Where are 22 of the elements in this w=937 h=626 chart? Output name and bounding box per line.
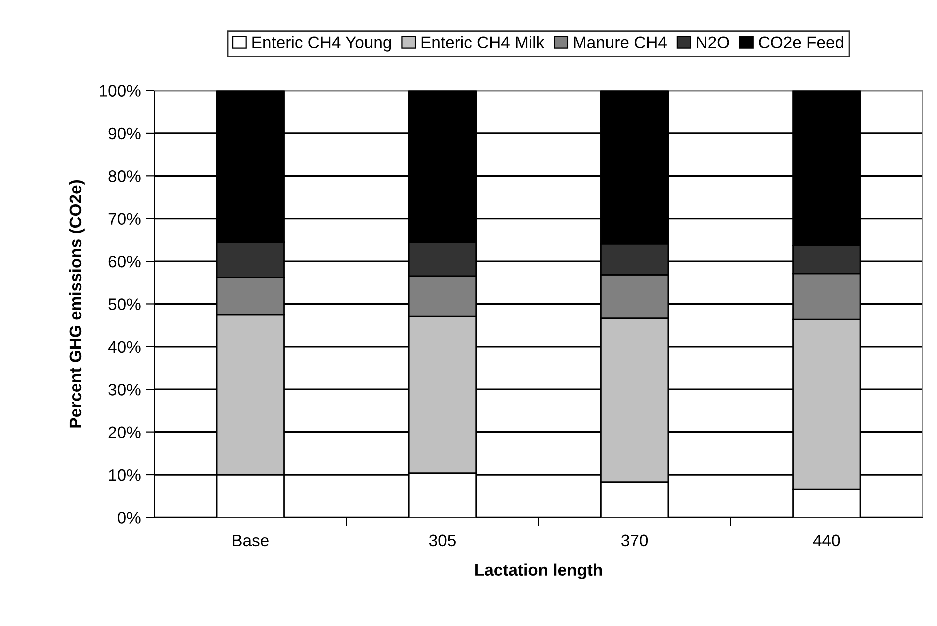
- x-tick-label: Base: [233, 534, 269, 547]
- x-axis-title: Lactation length: [476, 564, 602, 580]
- y-tick-label: 70%: [108, 213, 141, 226]
- y-axis-title: Percent GHG emissions (CO2e): [69, 180, 85, 428]
- x-tick-label: 305: [429, 534, 456, 547]
- y-tick-label: 10%: [109, 469, 141, 482]
- y-tick-label: 0%: [118, 512, 141, 524]
- y-tick-label: 40%: [108, 341, 141, 354]
- y-tick-label: 20%: [108, 426, 141, 439]
- y-tick-label: 30%: [108, 384, 141, 396]
- legend-label: Manure CH4: [574, 36, 667, 49]
- legend-label: N2O: [697, 36, 730, 49]
- y-tick-label: 100%: [100, 85, 141, 97]
- legend-label: CO2e Feed: [759, 36, 844, 49]
- legend-label: Enteric CH4 Young: [252, 36, 392, 52]
- y-tick-label: 60%: [108, 256, 141, 268]
- y-tick-label: 50%: [108, 298, 141, 310]
- legend-label: Enteric CH4 Milk: [422, 36, 545, 49]
- x-tick-label: 370: [622, 534, 648, 547]
- y-tick-label: 90%: [108, 128, 141, 140]
- x-tick-label: 440: [813, 534, 840, 547]
- y-tick-label: 80%: [108, 170, 141, 182]
